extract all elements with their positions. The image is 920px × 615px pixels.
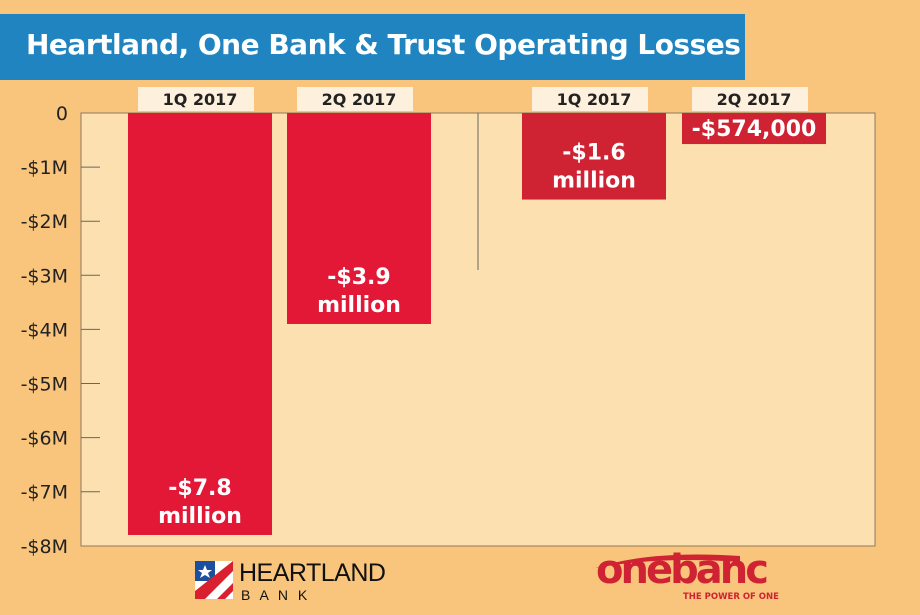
y-tick-label: -$6M [21, 428, 68, 450]
title-bar: Heartland, One Bank & Trust Operating Lo… [0, 14, 745, 80]
category-label-box [692, 87, 808, 111]
y-tick-label: -$3M [21, 265, 68, 287]
y-tick-label: -$2M [21, 211, 68, 233]
y-tick-label: -$5M [21, 374, 68, 396]
onebanc-logo: onebanc THE POWER OF ONE [590, 548, 780, 612]
bar [522, 113, 666, 200]
bar-value-unit: million [552, 169, 636, 194]
y-tick-label: -$4M [21, 319, 68, 341]
bar-value-unit: million [158, 504, 242, 529]
category-label: 2Q 2017 [717, 90, 792, 109]
bar-value-label: -$3.9 [327, 265, 390, 290]
chart-title: Heartland, One Bank & Trust Operating Lo… [26, 28, 741, 61]
category-label: 1Q 2017 [557, 90, 632, 109]
category-label-box [532, 87, 648, 111]
bar-value-label: -$574,000 [692, 117, 817, 142]
y-tick-label: -$8M [21, 536, 68, 558]
heartland-sub: B A N K [241, 587, 311, 603]
bar [682, 113, 826, 145]
y-tick-label: -$1M [21, 157, 68, 179]
bar [287, 113, 431, 324]
category-label-box [138, 87, 254, 111]
swoosh-icon [595, 554, 740, 568]
flag-icon [195, 561, 233, 599]
bar-value-label: -$1.6 [562, 141, 625, 166]
bar-value-unit: million [317, 293, 401, 318]
bar [128, 113, 272, 535]
y-tick-label: -$7M [21, 482, 68, 504]
bar-value-label: -$7.8 [168, 476, 231, 501]
category-label-box [297, 87, 413, 111]
category-label: 2Q 2017 [322, 90, 397, 109]
onebanc-name: onebanc [596, 547, 769, 593]
onebanc-tagline: THE POWER OF ONE [683, 592, 779, 602]
category-label: 1Q 2017 [163, 90, 238, 109]
heartland-name: HEARTLAND [239, 559, 386, 587]
y-tick-label: 0 [56, 103, 68, 125]
